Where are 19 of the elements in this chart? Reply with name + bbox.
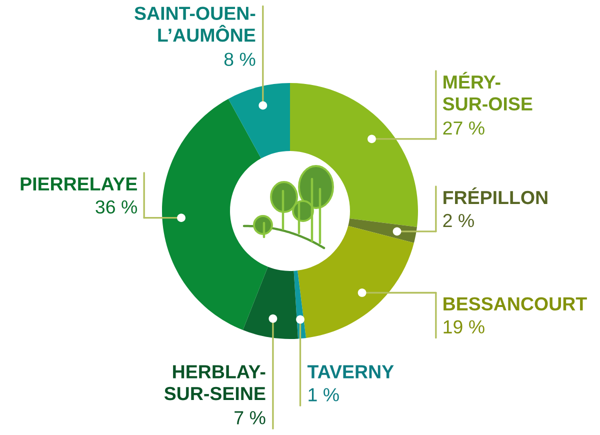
data-label: 36 % (96, 200, 138, 214)
slice-label: MÉRY- SUR-OISE (442, 72, 532, 111)
donut-slice (228, 83, 290, 158)
data-label: 7 % (234, 411, 266, 424)
donut-slice (242, 266, 298, 339)
data-label: 8 % (224, 52, 256, 66)
slice-label: PIERRELAYE (20, 178, 137, 190)
data-label: 27 % (443, 121, 484, 135)
slice-label: SAINT-OUEN- L’AUMÔNE (134, 6, 256, 42)
slice-label: FRÉPILLON (444, 187, 548, 204)
donut-slice (162, 98, 268, 330)
data-label: 1 % (308, 388, 339, 402)
donut-slice (290, 83, 418, 228)
data-label: 19 % (444, 320, 484, 334)
donut-slice (298, 226, 414, 338)
slice-label: BESSANCOURT (444, 297, 587, 311)
slice-label: HERBLAY- SUR-SEINE (164, 365, 266, 400)
data-label: 2 % (443, 214, 474, 228)
slice-label: TAVERNY (307, 365, 394, 378)
